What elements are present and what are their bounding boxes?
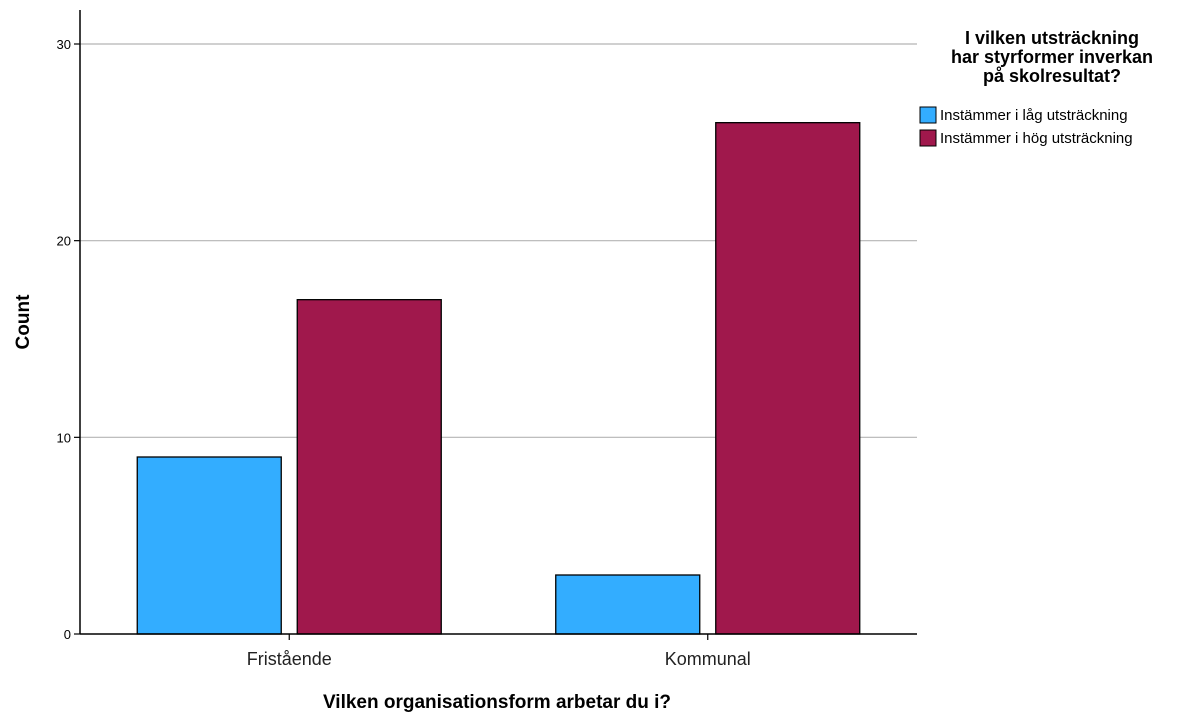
x-category-labels: Fristående Kommunal xyxy=(247,634,751,669)
x-category-label: Fristående xyxy=(247,649,332,669)
axes xyxy=(79,10,917,635)
x-category-label: Kommunal xyxy=(665,649,751,669)
bar xyxy=(715,122,861,635)
y-tick-label: 30 xyxy=(57,37,71,52)
y-axis-title: Count xyxy=(13,294,34,350)
legend-title-line-1: I vilken utsträckning xyxy=(965,28,1139,48)
bar xyxy=(555,574,701,635)
y-tick-label: 0 xyxy=(64,627,71,642)
legend-title-line-2: har styrformer inverkan xyxy=(951,47,1153,67)
legend-label: Instämmer i hög utsträckning xyxy=(940,130,1133,147)
y-tick-label: 10 xyxy=(57,430,71,445)
legend-swatch xyxy=(919,106,937,124)
legend-label: Instämmer i låg utsträckning xyxy=(940,107,1128,124)
bar xyxy=(296,299,442,635)
bar xyxy=(136,456,282,635)
legend-swatch xyxy=(919,129,937,147)
x-axis-title: Vilken organisationsform arbetar du i? xyxy=(323,692,671,713)
legend-items: Instämmer i låg utsträckning Instämmer i … xyxy=(919,106,1133,147)
legend-title-line-3: på skolresultat? xyxy=(983,66,1121,86)
y-tick-labels: 0 10 20 30 xyxy=(57,37,80,642)
legend: I vilken utsträckning har styrformer inv… xyxy=(919,28,1153,147)
y-tick-label: 20 xyxy=(57,234,71,249)
bars xyxy=(136,122,861,635)
